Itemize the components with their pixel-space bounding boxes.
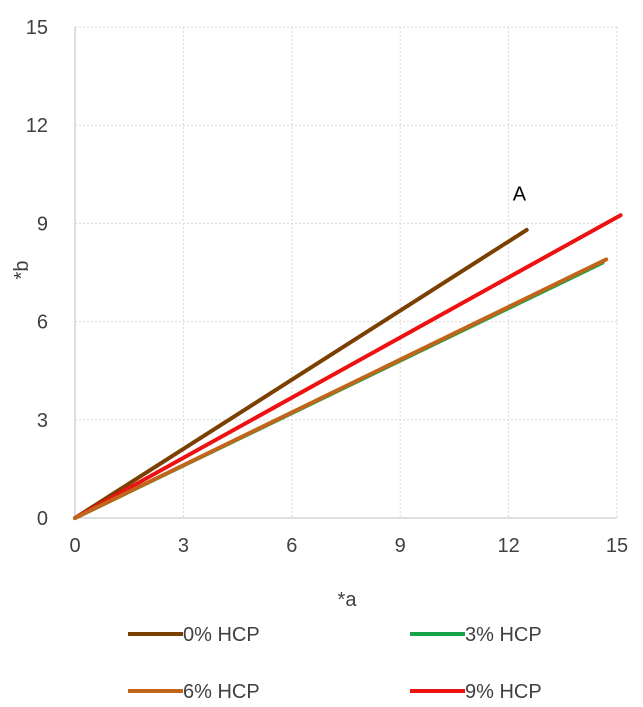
x-tick-label: 6 bbox=[286, 535, 297, 557]
x-axis-label: *a bbox=[338, 589, 358, 611]
grid-layer bbox=[75, 26, 618, 518]
axes-layer: 0 3 6 9 12 15 0 3 6 9 12 15 bbox=[26, 17, 628, 557]
series-layer bbox=[73, 213, 623, 520]
series-line bbox=[73, 257, 609, 520]
annotation-label: A bbox=[513, 183, 527, 205]
y-tick-label: 15 bbox=[26, 17, 48, 39]
y-tick-label: 6 bbox=[37, 312, 48, 334]
y-tick-label: 9 bbox=[37, 213, 48, 235]
series-line bbox=[73, 213, 623, 520]
label-layer: *a *b bbox=[11, 261, 357, 611]
series-line bbox=[73, 227, 529, 520]
y-axis-label: *b bbox=[11, 261, 33, 280]
x-tick-label: 3 bbox=[178, 535, 189, 557]
legend-label: 9% HCP bbox=[465, 681, 542, 702]
y-tick-label: 3 bbox=[37, 410, 48, 432]
x-tick-label: 9 bbox=[395, 535, 406, 557]
annotation-layer: ABC bbox=[513, 183, 527, 205]
x-tick-label: 0 bbox=[69, 535, 80, 557]
y-tick-label: 0 bbox=[37, 508, 48, 530]
x-tick-label: 15 bbox=[606, 535, 628, 557]
legend-label: 0% HCP bbox=[183, 624, 260, 646]
y-tick-label: 12 bbox=[26, 115, 48, 137]
legend: 0% HCP 3% HCP 6% HCP 9% HCP bbox=[128, 624, 542, 703]
x-tick-label: 12 bbox=[497, 535, 519, 557]
legend-label: 6% HCP bbox=[183, 681, 260, 702]
legend-label: 3% HCP bbox=[465, 624, 542, 646]
